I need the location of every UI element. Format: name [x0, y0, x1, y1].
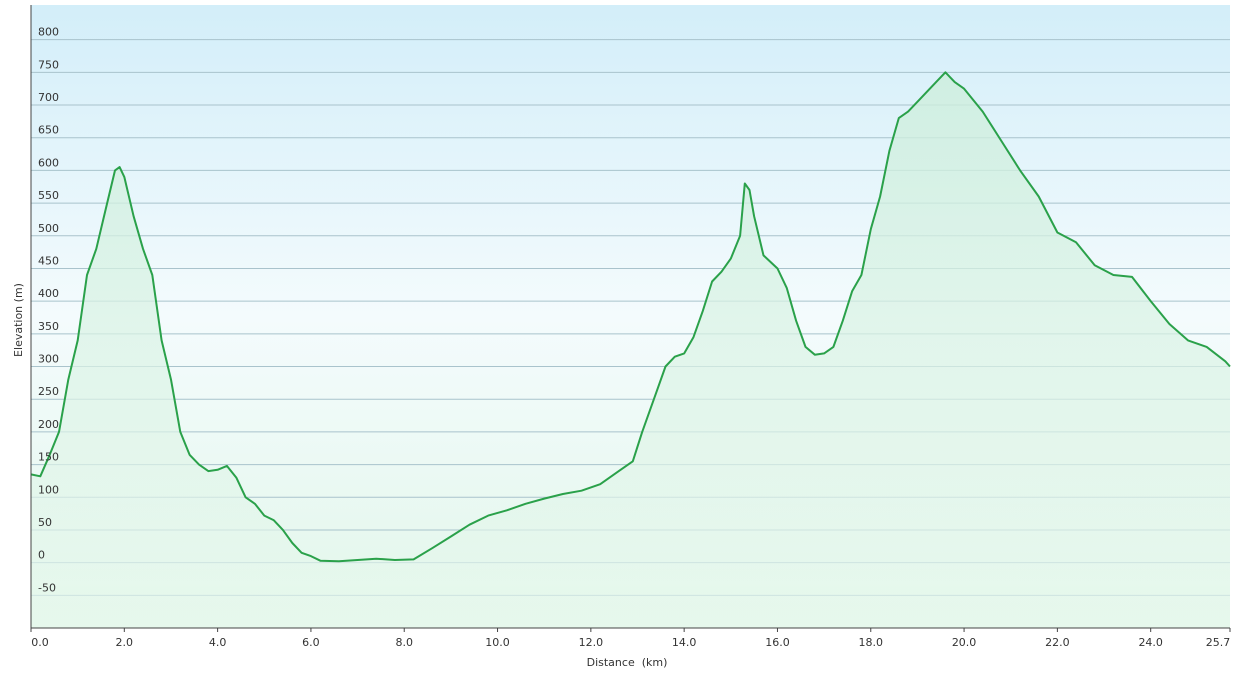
x-tick-label: 18.0: [859, 636, 884, 649]
y-tick-label: 750: [38, 58, 59, 71]
y-tick-label: 400: [38, 287, 59, 300]
y-tick-label: 300: [38, 353, 59, 366]
y-tick-label: 350: [38, 320, 59, 333]
y-tick-label: -50: [38, 581, 56, 594]
x-tick-label: 24.0: [1138, 636, 1163, 649]
y-axis-label: Elevation (m): [12, 283, 25, 357]
x-tick-label: 20.0: [952, 636, 977, 649]
y-tick-label: 600: [38, 156, 59, 169]
x-tick-label: 8.0: [395, 636, 413, 649]
x-tick-label: 10.0: [485, 636, 510, 649]
y-tick-label: 550: [38, 189, 59, 202]
x-tick-label: 6.0: [302, 636, 320, 649]
x-tick-label: 14.0: [672, 636, 697, 649]
x-tick-label: 22.0: [1045, 636, 1070, 649]
x-tick-label: 0.0: [31, 636, 49, 649]
y-tick-label: 700: [38, 91, 59, 104]
x-tick-label: 4.0: [209, 636, 227, 649]
x-tick-label: 25.7: [1206, 636, 1231, 649]
y-tick-label: 250: [38, 385, 59, 398]
x-axis-label: Distance (km): [587, 656, 668, 669]
y-tick-label: 500: [38, 222, 59, 235]
x-tick-label: 16.0: [765, 636, 790, 649]
x-tick-label: 12.0: [579, 636, 604, 649]
y-tick-label: 50: [38, 516, 52, 529]
y-tick-label: 450: [38, 254, 59, 267]
y-tick-label: 150: [38, 451, 59, 464]
y-tick-label: 800: [38, 26, 59, 39]
line: [30, 71, 1231, 563]
y-tick-label: 200: [38, 418, 59, 431]
y-tick-label: 100: [38, 483, 59, 496]
y-tick-label: 0: [38, 549, 45, 562]
x-tick-label: 2.0: [116, 636, 134, 649]
area: [31, 72, 1230, 629]
y-tick-label: 650: [38, 124, 59, 137]
